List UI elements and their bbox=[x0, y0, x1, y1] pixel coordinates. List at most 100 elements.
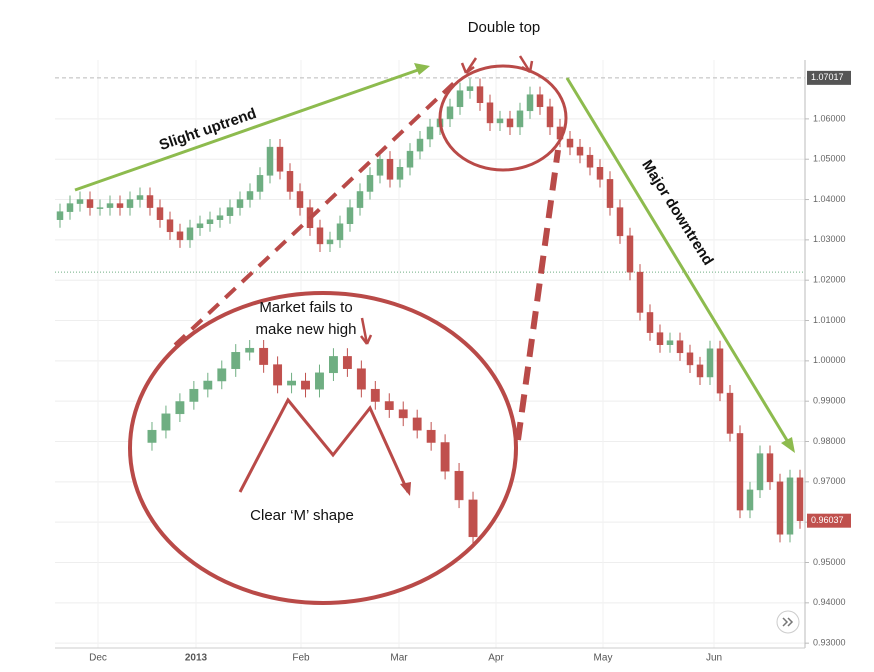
candle-body bbox=[106, 203, 114, 208]
candle-body bbox=[126, 199, 134, 208]
candle-body bbox=[426, 429, 436, 443]
y-tick-label: 1.06000 bbox=[813, 113, 846, 123]
candle-body bbox=[316, 227, 324, 245]
candle-body bbox=[636, 271, 644, 313]
candle-body bbox=[76, 199, 84, 204]
candle-body bbox=[226, 207, 234, 216]
y-tick-label: 1.03000 bbox=[813, 234, 846, 244]
candle-body bbox=[376, 158, 384, 176]
candle-body bbox=[315, 372, 324, 390]
candle-body bbox=[696, 364, 704, 378]
axis-labels: 0.930000.940000.950000.960000.970000.980… bbox=[89, 70, 851, 664]
x-tick-label: Jun bbox=[706, 653, 722, 664]
candle-body bbox=[136, 195, 144, 200]
candle-body bbox=[186, 227, 194, 241]
candle-body bbox=[786, 477, 794, 535]
candle-body bbox=[276, 146, 284, 172]
candle-body bbox=[231, 352, 241, 369]
double-top-arrows bbox=[460, 55, 534, 74]
x-tick-label: Apr bbox=[488, 653, 504, 664]
candle-body bbox=[666, 340, 674, 345]
candle-body bbox=[736, 433, 744, 511]
x-tick-label: Mar bbox=[390, 653, 408, 664]
zoom-line bbox=[515, 149, 561, 441]
price-tag bbox=[807, 70, 851, 85]
m-arrow bbox=[238, 397, 410, 493]
candle-body bbox=[776, 481, 784, 535]
m-label: Clear ‘M’ shape bbox=[250, 507, 354, 524]
candle-body bbox=[606, 179, 614, 208]
candles bbox=[56, 78, 804, 543]
candle-body bbox=[266, 146, 274, 176]
candle-body bbox=[189, 388, 199, 402]
candle-body bbox=[236, 199, 244, 208]
candle-body bbox=[440, 442, 450, 472]
candle-body bbox=[516, 110, 524, 128]
candle-body bbox=[370, 388, 380, 402]
candle-body bbox=[454, 470, 464, 501]
x-tick-label: May bbox=[594, 653, 613, 664]
candle-body bbox=[536, 94, 544, 108]
candle-body bbox=[586, 154, 594, 168]
candle-body bbox=[406, 150, 414, 168]
candle-body bbox=[546, 106, 554, 128]
candle-body bbox=[203, 380, 213, 390]
candle-body bbox=[206, 219, 214, 224]
y-tick-label: 1.05000 bbox=[813, 154, 846, 164]
candle-body bbox=[66, 203, 74, 212]
candle-body bbox=[596, 167, 604, 180]
candle-body bbox=[296, 191, 304, 208]
candle-body bbox=[398, 409, 408, 419]
candle-body bbox=[196, 223, 204, 229]
candle-body bbox=[706, 348, 714, 378]
candle-body bbox=[166, 219, 174, 233]
candle-body bbox=[356, 191, 364, 208]
candle-body bbox=[384, 401, 394, 410]
candle-body bbox=[273, 364, 283, 386]
candle-body bbox=[426, 126, 434, 140]
arrow-head bbox=[414, 63, 430, 75]
arrow-head bbox=[781, 437, 795, 453]
y-tick-label: 1.01000 bbox=[813, 315, 846, 325]
candle-body bbox=[766, 453, 774, 483]
x-tick-label: Feb bbox=[292, 653, 310, 664]
candle-body bbox=[656, 332, 664, 345]
candle-body bbox=[796, 477, 804, 521]
candle-body bbox=[301, 380, 310, 390]
fails-label: Market fails to bbox=[259, 299, 352, 316]
candle-body bbox=[412, 417, 422, 431]
y-tick-label: 0.93000 bbox=[813, 638, 846, 648]
candle-body bbox=[396, 167, 404, 180]
candle-body bbox=[147, 429, 157, 443]
candle-body bbox=[466, 86, 474, 91]
candle-body bbox=[526, 94, 534, 112]
x-tick-label: 2013 bbox=[185, 653, 208, 664]
candle-body bbox=[176, 231, 184, 241]
candle-body bbox=[246, 191, 254, 200]
candle-body bbox=[386, 158, 394, 180]
candle-body bbox=[416, 138, 424, 152]
scroll-icon[interactable] bbox=[782, 617, 794, 627]
candle-body bbox=[259, 347, 269, 365]
candle-body bbox=[346, 207, 354, 224]
candle-body bbox=[716, 348, 724, 394]
zoom-candles bbox=[147, 340, 478, 545]
y-tick-label: 1.02000 bbox=[813, 275, 846, 285]
y-tick-label: 0.94000 bbox=[813, 597, 846, 607]
zoom-ellipse bbox=[128, 291, 518, 605]
candle-body bbox=[287, 380, 296, 386]
arrow-head bbox=[400, 482, 411, 496]
candle-body bbox=[626, 235, 634, 273]
candle-body bbox=[446, 106, 454, 120]
candle-body bbox=[96, 207, 104, 209]
candle-body bbox=[496, 118, 504, 124]
candle-body bbox=[217, 368, 227, 382]
candle-body bbox=[506, 118, 514, 128]
zoom-line bbox=[173, 80, 457, 347]
y-tick-label: 1.00000 bbox=[813, 355, 846, 365]
scroll-button[interactable] bbox=[776, 610, 800, 634]
candle-body bbox=[256, 175, 264, 192]
price-tag-label: 0.96037 bbox=[811, 515, 844, 525]
candle-body bbox=[326, 239, 334, 245]
